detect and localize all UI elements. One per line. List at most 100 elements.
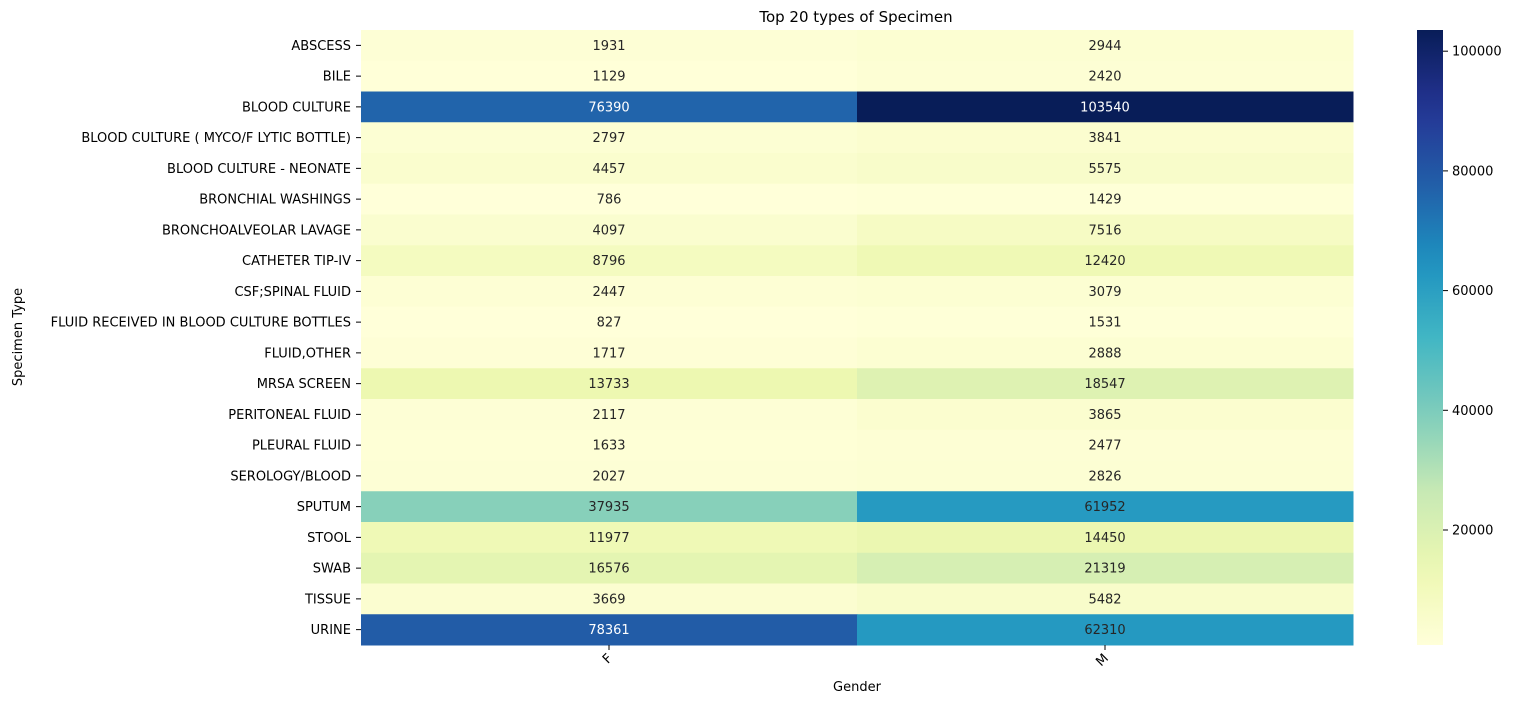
heatmap-cell bbox=[857, 460, 1354, 492]
heatmap-cell bbox=[361, 30, 858, 62]
cell-value-label: 2477 bbox=[1088, 439, 1121, 454]
heatmap-cell bbox=[857, 153, 1354, 185]
heatmap-cell bbox=[857, 583, 1354, 615]
heatmap-cell bbox=[857, 214, 1354, 246]
cell-value-label: 1717 bbox=[592, 346, 625, 361]
y-tick-label: PLEURAL FLUID bbox=[252, 439, 351, 454]
heatmap-cell bbox=[361, 522, 858, 554]
y-tick-label: MRSA SCREEN bbox=[257, 377, 351, 392]
y-tick-label: ABSCESS bbox=[291, 39, 351, 54]
cell-value-label: 3865 bbox=[1088, 408, 1121, 423]
cell-value-label: 37935 bbox=[588, 500, 629, 515]
cell-value-label: 1931 bbox=[592, 39, 625, 54]
y-tick-labels: ABSCESS BILE BLOOD CULTURE BLOOD CULTURE ( … bbox=[51, 39, 361, 638]
heatmap-cell bbox=[361, 60, 858, 92]
heatmap-cell bbox=[857, 337, 1354, 369]
heatmap-cell bbox=[361, 214, 858, 246]
cell-value-label: 8796 bbox=[592, 254, 625, 269]
cell-value-label: 12420 bbox=[1084, 254, 1125, 269]
cell-value-label: 2027 bbox=[592, 469, 625, 484]
heatmap-cell bbox=[361, 276, 858, 308]
heatmap-cell bbox=[857, 552, 1354, 584]
heatmap-cell bbox=[361, 614, 858, 646]
chart-title: Top 20 types of Specimen bbox=[758, 8, 952, 26]
heatmap-cell bbox=[361, 337, 858, 369]
y-tick-label: PERITONEAL FLUID bbox=[228, 408, 351, 423]
cell-value-label: 7516 bbox=[1088, 223, 1121, 238]
y-tick-label: BRONCHIAL WASHINGS bbox=[199, 193, 351, 208]
heatmap-cell bbox=[857, 91, 1354, 123]
y-tick-label: BRONCHOALVEOLAR LAVAGE bbox=[162, 223, 351, 238]
x-tick-label: M bbox=[1093, 651, 1112, 670]
heatmap-cell bbox=[361, 429, 858, 461]
heatmap-cell bbox=[361, 245, 858, 277]
y-tick-label: CSF;SPINAL FLUID bbox=[234, 285, 351, 300]
heatmap-cell bbox=[361, 122, 858, 154]
heatmap-cell bbox=[361, 183, 858, 215]
y-tick-label: URINE bbox=[311, 623, 351, 638]
heatmap-cell bbox=[361, 491, 858, 523]
heatmap-cell bbox=[361, 368, 858, 400]
y-tick-label: BLOOD CULTURE bbox=[242, 100, 351, 115]
y-tick-label: BILE bbox=[323, 70, 351, 85]
heatmap-cell bbox=[857, 399, 1354, 431]
cell-value-label: 4457 bbox=[592, 162, 625, 177]
y-tick-label: SWAB bbox=[313, 562, 351, 577]
heatmap-cell bbox=[857, 368, 1354, 400]
y-tick-label: FLUID,OTHER bbox=[264, 346, 351, 361]
heatmap-cell bbox=[857, 491, 1354, 523]
cell-value-label: 2944 bbox=[1088, 39, 1121, 54]
heatmap-cell bbox=[361, 153, 858, 185]
colorbar-tick-label: 80000 bbox=[1452, 164, 1493, 179]
colorbar-tick-label: 100000 bbox=[1452, 45, 1502, 60]
y-tick-label: SPUTUM bbox=[297, 500, 351, 515]
cell-value-label: 76390 bbox=[588, 100, 629, 115]
cell-value-label: 4097 bbox=[592, 223, 625, 238]
heatmap-cell bbox=[361, 583, 858, 615]
heatmap-cell bbox=[361, 91, 858, 123]
heatmap-cell bbox=[857, 60, 1354, 92]
heatmap-cell bbox=[857, 30, 1354, 62]
cell-value-label: 14450 bbox=[1084, 531, 1125, 546]
heatmap-cell bbox=[857, 614, 1354, 646]
cell-value-label: 13733 bbox=[588, 377, 629, 392]
colorbar-tick-label: 20000 bbox=[1452, 524, 1493, 539]
cell-value-label: 2447 bbox=[592, 285, 625, 300]
heatmap-cell bbox=[857, 122, 1354, 154]
heatmap-cell bbox=[857, 245, 1354, 277]
cell-value-label: 16576 bbox=[588, 562, 629, 577]
cell-value-label: 2826 bbox=[1088, 469, 1121, 484]
heatmap-cell bbox=[361, 552, 858, 584]
cell-value-label: 2117 bbox=[592, 408, 625, 423]
colorbar bbox=[1417, 30, 1443, 645]
cell-value-label: 18547 bbox=[1084, 377, 1125, 392]
cell-value-label: 5482 bbox=[1088, 592, 1121, 607]
cell-value-label: 1633 bbox=[592, 439, 625, 454]
y-tick-label: FLUID RECEIVED IN BLOOD CULTURE BOTTLES bbox=[51, 316, 351, 331]
cell-value-label: 1531 bbox=[1088, 316, 1121, 331]
cell-value-label: 2888 bbox=[1088, 346, 1121, 361]
y-axis-label: Specimen Type bbox=[11, 288, 26, 386]
x-axis-label: Gender bbox=[833, 680, 882, 695]
y-tick-label: SEROLOGY/BLOOD bbox=[230, 469, 351, 484]
x-tick-label: F bbox=[600, 651, 616, 667]
y-tick-label: BLOOD CULTURE - NEONATE bbox=[167, 162, 351, 177]
cell-value-label: 21319 bbox=[1084, 562, 1125, 577]
cell-value-label: 3841 bbox=[1088, 131, 1121, 146]
cell-value-label: 103540 bbox=[1080, 100, 1130, 115]
cell-value-label: 11977 bbox=[588, 531, 629, 546]
heatmap-cell bbox=[857, 276, 1354, 308]
cell-value-label: 61952 bbox=[1084, 500, 1125, 515]
heatmap-cell bbox=[361, 460, 858, 492]
heatmap-cells: 1931 2944 1129 2420 76390 103540 2797 3841 4457 5… bbox=[361, 30, 1354, 646]
y-tick-label: STOOL bbox=[307, 531, 352, 546]
colorbar-tick-label: 60000 bbox=[1452, 284, 1493, 299]
cell-value-label: 5575 bbox=[1088, 162, 1121, 177]
y-tick-label: TISSUE bbox=[304, 592, 351, 607]
colorbar-tick-label: 40000 bbox=[1452, 404, 1493, 419]
colorbar-ticks: 20000 40000 60000 80000 100000 bbox=[1443, 45, 1502, 539]
cell-value-label: 1429 bbox=[1088, 193, 1121, 208]
heatmap-cell bbox=[857, 429, 1354, 461]
